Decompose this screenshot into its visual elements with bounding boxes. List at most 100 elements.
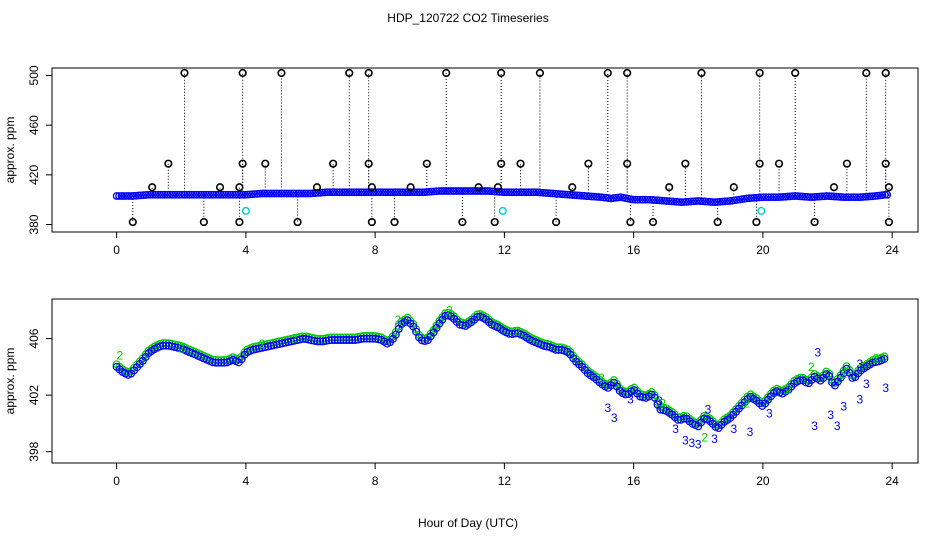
data-point bbox=[774, 193, 783, 202]
data-point bbox=[292, 189, 300, 198]
data-point bbox=[161, 190, 169, 199]
data-point bbox=[672, 197, 681, 206]
data-point bbox=[270, 189, 279, 198]
data-point bbox=[536, 188, 545, 197]
data-point bbox=[558, 190, 567, 199]
data-point bbox=[432, 187, 441, 196]
data-point-blue bbox=[458, 321, 467, 330]
data-point bbox=[343, 188, 351, 197]
data-point bbox=[481, 187, 489, 195]
flag-label-3: 3 bbox=[730, 422, 737, 436]
data-point-blue bbox=[313, 337, 322, 346]
data-point bbox=[798, 192, 807, 201]
data-point bbox=[502, 188, 511, 197]
data-point bbox=[267, 189, 276, 198]
flag-label-3: 3 bbox=[672, 422, 679, 436]
data-point bbox=[575, 191, 584, 200]
data-point bbox=[112, 192, 121, 200]
data-point bbox=[340, 188, 349, 197]
x-tick-label: 20 bbox=[756, 243, 770, 257]
data-point bbox=[117, 192, 126, 200]
data-point bbox=[473, 187, 482, 195]
data-point bbox=[500, 188, 509, 197]
data-point-blue bbox=[281, 338, 290, 347]
flag-point bbox=[422, 159, 431, 168]
data-point bbox=[151, 190, 160, 199]
data-point bbox=[631, 195, 640, 204]
flag-point bbox=[164, 159, 173, 168]
flag-point bbox=[364, 68, 373, 78]
data-point bbox=[459, 187, 468, 195]
top-panel: 0 4 8 12 16 20 24 380 420 460 500 approx. ppm bbox=[3, 65, 919, 257]
data-point bbox=[803, 193, 812, 201]
data-point bbox=[793, 192, 802, 201]
flag-label-3: 3 bbox=[656, 394, 663, 408]
data-point-blue bbox=[333, 336, 342, 345]
data-point bbox=[127, 192, 136, 200]
data-point bbox=[764, 193, 773, 202]
data-point-blue bbox=[255, 344, 264, 353]
flag-point bbox=[884, 183, 894, 192]
data-point bbox=[757, 193, 766, 202]
data-point bbox=[687, 197, 695, 206]
data-point bbox=[570, 191, 579, 200]
data-point bbox=[861, 192, 870, 201]
data-point-blue bbox=[275, 339, 284, 348]
data-point bbox=[527, 188, 535, 197]
data-point bbox=[595, 193, 603, 201]
data-point-blue bbox=[167, 342, 176, 351]
data-point bbox=[684, 197, 693, 206]
data-point bbox=[498, 188, 506, 196]
data-point bbox=[345, 188, 354, 197]
data-point-blue bbox=[304, 335, 313, 344]
data-point-blue bbox=[211, 358, 220, 367]
x-tick-label: 12 bbox=[498, 474, 512, 488]
x-tick-label: 12 bbox=[498, 243, 512, 257]
y-tick-label: 420 bbox=[27, 165, 41, 185]
flag-point bbox=[681, 159, 690, 168]
data-point bbox=[716, 197, 724, 206]
y-tick-label: 398 bbox=[27, 441, 41, 461]
flag-label-3: 3 bbox=[695, 438, 702, 452]
data-point bbox=[454, 187, 463, 195]
data-point bbox=[401, 188, 409, 197]
data-point bbox=[466, 187, 475, 195]
data-point bbox=[658, 196, 666, 205]
data-point-blue bbox=[825, 372, 834, 381]
data-point-blue bbox=[354, 335, 363, 344]
data-point bbox=[236, 190, 245, 199]
data-point bbox=[398, 188, 407, 197]
data-point-blue bbox=[417, 336, 426, 345]
data-point bbox=[333, 188, 342, 197]
data-point bbox=[801, 192, 809, 201]
data-point bbox=[330, 188, 339, 197]
data-point bbox=[461, 187, 470, 195]
data-point bbox=[132, 191, 140, 200]
data-point-blue bbox=[214, 358, 223, 367]
data-point bbox=[197, 190, 206, 199]
data-point-blue bbox=[263, 342, 272, 351]
data-point bbox=[233, 190, 242, 199]
data-point bbox=[706, 198, 715, 206]
data-point bbox=[183, 190, 191, 199]
flag-point bbox=[881, 68, 890, 78]
flag-point bbox=[345, 68, 354, 78]
data-point bbox=[750, 194, 758, 202]
flag-label-3: 3 bbox=[814, 346, 821, 360]
data-point-blue bbox=[441, 311, 450, 320]
data-point bbox=[248, 190, 257, 199]
data-point-blue bbox=[505, 329, 514, 338]
x-tick-label: 16 bbox=[627, 243, 641, 257]
data-point bbox=[580, 192, 589, 200]
x-tick-label: 20 bbox=[756, 474, 770, 488]
data-point bbox=[129, 192, 138, 200]
data-point bbox=[289, 189, 298, 198]
flag-point bbox=[623, 68, 632, 78]
data-point bbox=[420, 188, 429, 197]
flag-label-3: 3 bbox=[856, 357, 863, 371]
data-point bbox=[158, 190, 167, 199]
flag-point bbox=[235, 217, 244, 227]
data-point bbox=[357, 188, 366, 197]
data-point bbox=[355, 188, 363, 197]
flag-label-3: 3 bbox=[834, 419, 841, 433]
